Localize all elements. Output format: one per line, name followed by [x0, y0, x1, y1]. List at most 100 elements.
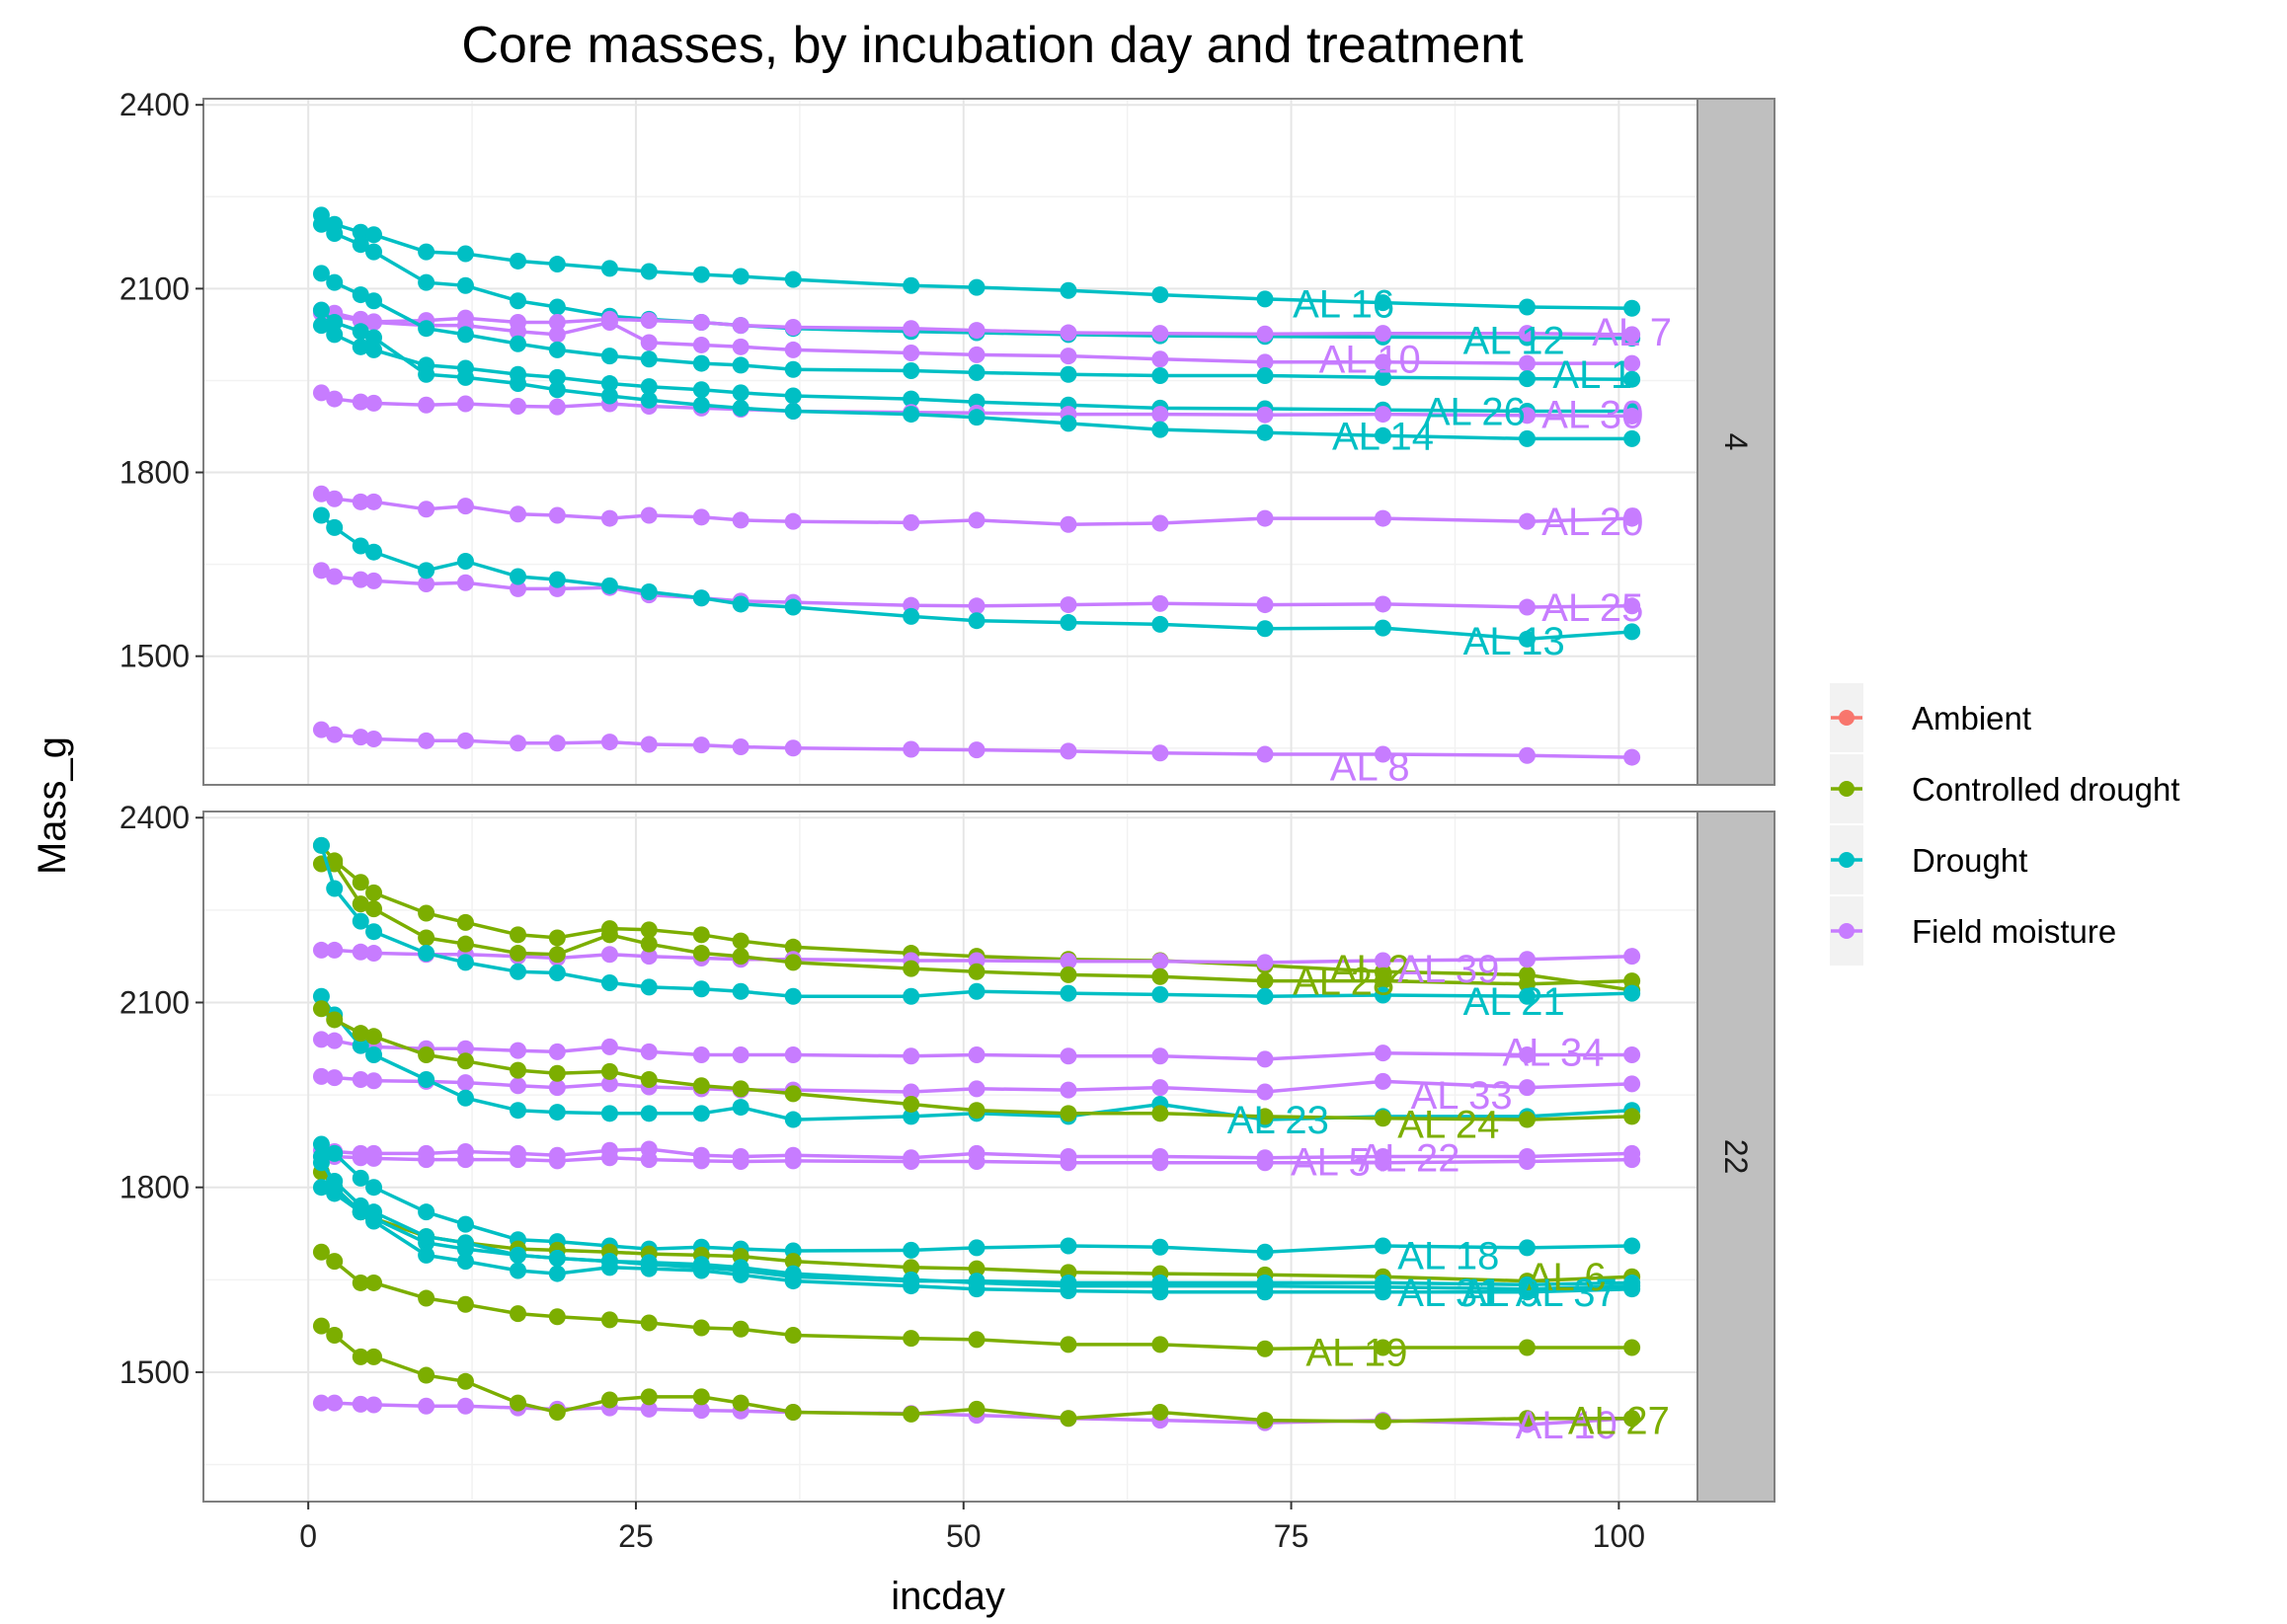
- data-point: [326, 490, 344, 507]
- series-label: AL 2: [1330, 948, 1410, 991]
- series-label: AL 12: [1463, 319, 1565, 362]
- data-point: [692, 945, 710, 963]
- data-point: [352, 571, 369, 588]
- data-point: [365, 292, 383, 310]
- data-point: [1256, 1340, 1274, 1357]
- data-point: [1060, 415, 1077, 432]
- data-point: [600, 387, 618, 405]
- data-point: [692, 1046, 710, 1064]
- legend: Ambient Controlled drought Drought Field mo…: [1828, 681, 2180, 967]
- data-point: [1256, 1050, 1274, 1068]
- data-point: [968, 1080, 986, 1098]
- data-point: [365, 1179, 383, 1197]
- data-point: [1374, 745, 1391, 763]
- data-point: [784, 387, 802, 405]
- series-label: AL 37: [1516, 1272, 1617, 1315]
- data-point: [352, 1037, 369, 1054]
- data-point: [456, 1074, 474, 1092]
- data-point: [968, 346, 986, 363]
- data-point: [1060, 1105, 1077, 1122]
- data-point: [365, 243, 383, 261]
- data-point: [968, 741, 986, 759]
- data-point: [456, 1040, 474, 1057]
- data-point: [1374, 1110, 1391, 1127]
- data-point: [1151, 1283, 1169, 1301]
- data-point: [1518, 1283, 1536, 1301]
- data-point: [903, 390, 920, 408]
- data-point: [1374, 1072, 1391, 1090]
- legend-label: Controlled drought: [1912, 771, 2180, 808]
- data-point: [600, 1259, 618, 1276]
- data-point: [1623, 1108, 1641, 1125]
- data-point: [418, 501, 435, 518]
- data-point: [312, 317, 330, 335]
- data-point: [1151, 1238, 1169, 1256]
- data-point: [640, 350, 658, 368]
- data-point: [352, 323, 369, 341]
- data-point: [692, 926, 710, 944]
- data-point: [903, 1330, 920, 1348]
- data-point: [352, 1025, 369, 1043]
- data-point: [312, 1135, 330, 1153]
- data-point: [692, 266, 710, 283]
- data-point: [510, 1042, 527, 1059]
- data-point: [1623, 972, 1641, 990]
- legend-key-point: [1839, 923, 1854, 939]
- data-point: [1256, 1083, 1274, 1101]
- data-point: [510, 926, 527, 944]
- data-point: [456, 1215, 474, 1233]
- data-point: [732, 268, 749, 285]
- data-point: [456, 395, 474, 413]
- data-point: [640, 1388, 658, 1406]
- data-point: [1518, 1079, 1536, 1097]
- data-point: [1151, 953, 1169, 970]
- data-point: [1151, 1154, 1169, 1172]
- data-point: [312, 987, 330, 1005]
- data-point: [418, 1246, 435, 1264]
- data-point: [1518, 1046, 1536, 1064]
- data-point: [903, 1047, 920, 1065]
- data-point: [352, 729, 369, 746]
- data-point: [352, 223, 369, 241]
- data-point: [1060, 984, 1077, 1002]
- data-point: [510, 1061, 527, 1079]
- data-point: [365, 945, 383, 963]
- data-point: [352, 1169, 369, 1187]
- data-point: [692, 736, 710, 754]
- data-point: [1151, 325, 1169, 343]
- data-point: [1518, 987, 1536, 1005]
- data-point: [365, 1274, 383, 1291]
- x-axis-title: incday: [891, 1575, 1005, 1618]
- facet-panel-top: AL 16 AL 12 AL 7 AL 10 AL 1 AL 26 AL 30 AL 14 AL…: [119, 87, 1775, 789]
- data-point: [456, 276, 474, 294]
- data-point: [1518, 598, 1536, 616]
- data-point: [1518, 407, 1536, 425]
- data-point: [732, 317, 749, 335]
- data-point: [784, 271, 802, 288]
- data-point: [1060, 614, 1077, 632]
- data-point: [326, 1011, 344, 1029]
- data-point: [903, 406, 920, 424]
- data-point: [456, 368, 474, 386]
- data-point: [640, 312, 658, 330]
- data-point: [510, 1102, 527, 1120]
- data-point: [968, 1280, 986, 1298]
- data-point: [418, 396, 435, 414]
- data-point: [732, 338, 749, 355]
- data-point: [903, 1095, 920, 1113]
- data-point: [903, 1405, 920, 1423]
- data-point: [1151, 985, 1169, 1003]
- data-point: [600, 509, 618, 527]
- data-point: [352, 1395, 369, 1413]
- data-point: [784, 938, 802, 956]
- y-tick-label: 2400: [119, 800, 190, 835]
- data-point: [1623, 1151, 1641, 1169]
- data-point: [548, 298, 566, 316]
- data-point: [784, 1111, 802, 1128]
- legend-label: Field moisture: [1912, 913, 2116, 950]
- data-point: [352, 1348, 369, 1365]
- data-point: [418, 732, 435, 749]
- data-point: [365, 1028, 383, 1045]
- data-point: [326, 390, 344, 408]
